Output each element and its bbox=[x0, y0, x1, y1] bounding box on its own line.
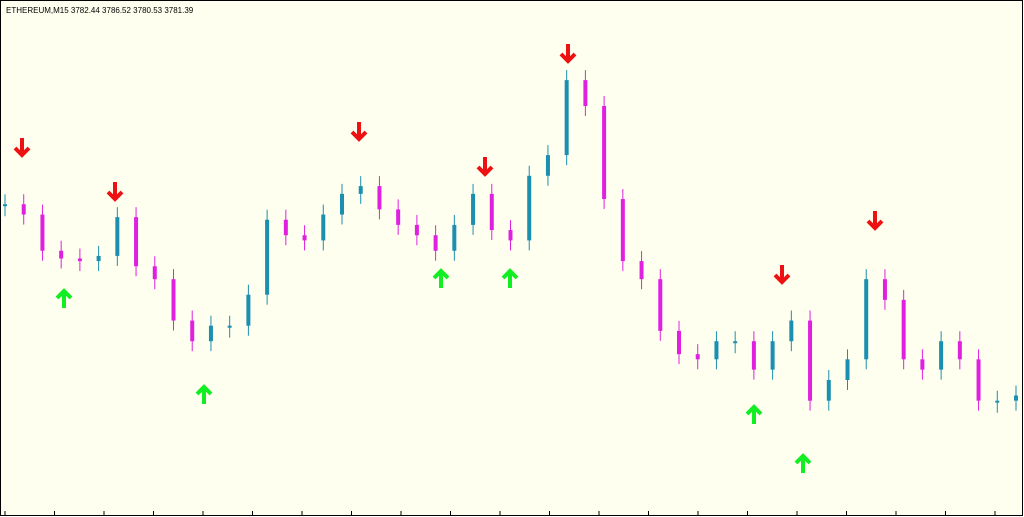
candle bbox=[471, 193, 476, 225]
candle bbox=[808, 320, 813, 401]
candle bbox=[508, 230, 513, 241]
candle bbox=[283, 219, 288, 236]
candle bbox=[302, 235, 307, 241]
candle bbox=[882, 279, 887, 300]
candle bbox=[396, 209, 401, 225]
candle bbox=[246, 294, 251, 326]
candle bbox=[789, 320, 794, 342]
candle bbox=[733, 341, 738, 344]
candle bbox=[227, 325, 232, 328]
candle bbox=[620, 199, 625, 262]
candle bbox=[976, 359, 981, 401]
candle bbox=[939, 341, 944, 370]
candle bbox=[564, 80, 569, 156]
candle bbox=[845, 359, 850, 380]
candle bbox=[3, 204, 7, 207]
candle bbox=[190, 320, 195, 342]
candles bbox=[3, 70, 1018, 413]
candle bbox=[751, 341, 756, 370]
candle bbox=[677, 330, 681, 355]
candle bbox=[377, 186, 382, 210]
candle bbox=[115, 217, 120, 256]
candle bbox=[639, 261, 644, 280]
candle bbox=[40, 214, 45, 251]
candle bbox=[321, 214, 326, 241]
candle bbox=[770, 341, 775, 370]
candle bbox=[208, 325, 213, 342]
candle bbox=[414, 224, 419, 236]
candle bbox=[489, 193, 494, 231]
candle bbox=[545, 155, 550, 176]
chart-title: ETHEREUM,M15 3782.44 3786.52 3780.53 378… bbox=[6, 6, 194, 15]
candle bbox=[658, 279, 663, 331]
candle bbox=[21, 204, 26, 215]
candle bbox=[134, 217, 139, 267]
candle bbox=[901, 299, 906, 360]
signals bbox=[13, 44, 884, 473]
candle bbox=[826, 379, 831, 401]
candle bbox=[695, 354, 700, 360]
candle bbox=[358, 186, 363, 194]
candle bbox=[527, 175, 532, 241]
candle bbox=[152, 266, 157, 280]
candle bbox=[714, 341, 719, 360]
candle bbox=[340, 193, 344, 215]
candle bbox=[920, 359, 925, 370]
buy-arrows bbox=[55, 268, 812, 473]
sell-arrows bbox=[13, 44, 884, 285]
candle bbox=[96, 255, 101, 262]
candle bbox=[995, 400, 1000, 403]
candle bbox=[171, 279, 176, 321]
candle bbox=[452, 224, 457, 251]
candle bbox=[77, 258, 82, 262]
candle bbox=[864, 279, 869, 360]
candle bbox=[583, 80, 588, 106]
time-axis bbox=[4, 511, 996, 516]
candle bbox=[265, 219, 270, 295]
candle bbox=[602, 105, 607, 200]
candle bbox=[433, 235, 438, 251]
candle bbox=[59, 250, 64, 259]
candle bbox=[957, 341, 962, 360]
candle bbox=[1014, 395, 1018, 401]
